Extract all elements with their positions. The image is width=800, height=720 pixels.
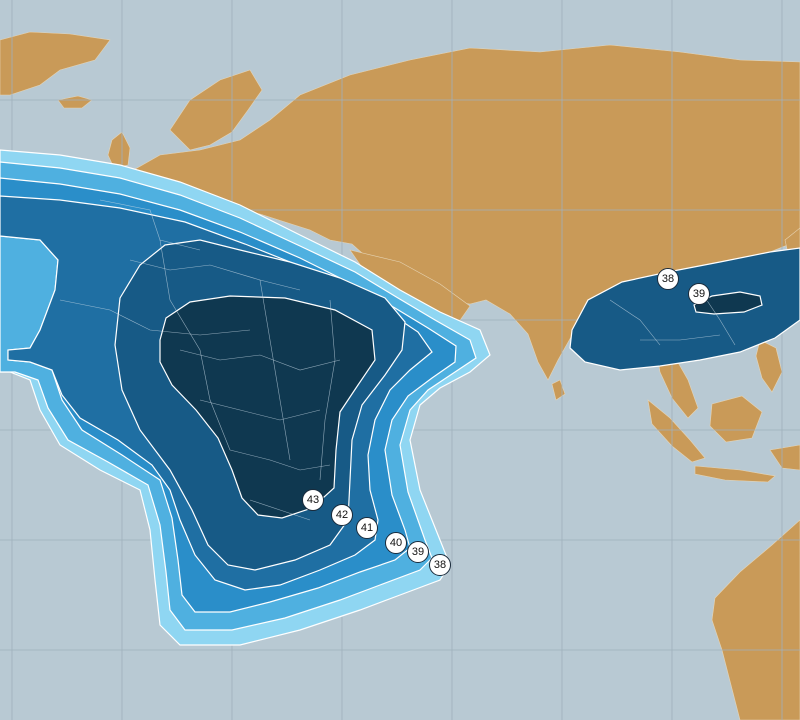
- label-38: 38: [429, 554, 451, 576]
- land-java: [694, 465, 776, 483]
- asia-beam: [569, 247, 800, 371]
- country-border: [199, 399, 321, 421]
- asia-contour-38: [569, 247, 800, 371]
- country-border: [229, 449, 331, 471]
- country-border: [640, 334, 721, 341]
- label-41: 41: [356, 517, 378, 539]
- asia-label-39: 39: [688, 283, 710, 305]
- land-philippines: [755, 339, 783, 393]
- label-43: 43: [302, 489, 324, 511]
- asia-label-38: 38: [657, 268, 679, 290]
- country-border: [249, 499, 311, 521]
- country-border: [59, 299, 251, 336]
- land-greenland: [0, 31, 111, 96]
- country-border: [609, 299, 661, 346]
- country-borders: [59, 199, 736, 521]
- label-40: 40: [385, 532, 407, 554]
- country-border: [129, 259, 301, 291]
- land-borneo: [709, 395, 763, 443]
- asia-contour-39: [693, 291, 763, 315]
- land-sumatra: [647, 399, 706, 463]
- country-border: [319, 299, 336, 481]
- land-new-guinea: [769, 444, 800, 471]
- country-border: [259, 279, 291, 461]
- label-39: 39: [407, 541, 429, 563]
- land-australia: [711, 519, 800, 720]
- land-iceland: [57, 95, 93, 109]
- label-42: 42: [331, 504, 353, 526]
- country-border: [179, 349, 341, 371]
- country-border: [159, 239, 231, 451]
- country-border: [99, 199, 201, 251]
